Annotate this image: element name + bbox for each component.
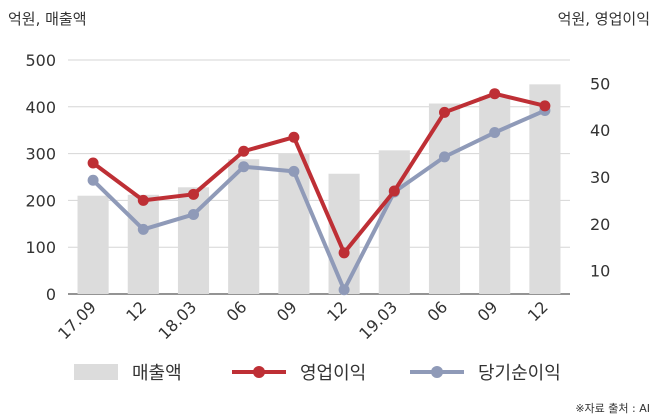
net-income-point [489, 127, 501, 139]
operating-profit-point [87, 157, 99, 169]
x-tick-label: 12 [122, 297, 150, 325]
left-tick-label: 400 [25, 98, 56, 117]
operating-profit-point [489, 88, 501, 100]
left-tick-label: 0 [46, 285, 56, 304]
legend: 매출액 영업이익 당기순이익 [0, 352, 658, 392]
revenue-bar [328, 173, 360, 294]
x-tick-label: 12 [524, 297, 552, 325]
revenue-bar [529, 84, 561, 294]
source-note: ※자료 출처 : AI [575, 402, 650, 415]
net-income-point [137, 223, 149, 235]
right-tick-label: 20 [590, 215, 610, 234]
x-tick-label: 17.09 [54, 297, 100, 343]
legend-label-net-income: 당기순이익 [478, 363, 561, 384]
left-tick-label: 300 [25, 145, 56, 164]
x-tick-label: 09 [474, 297, 502, 325]
x-tick-label: 12 [323, 297, 351, 325]
operating-profit-point [288, 131, 300, 143]
operating-profit-point [238, 145, 250, 157]
operating-profit-point [439, 106, 450, 118]
operating-profit-point [539, 100, 551, 112]
left-tick-label: 500 [25, 51, 56, 70]
revenue-bar [77, 195, 109, 294]
operating-profit-point [137, 194, 149, 206]
legend-swatch-revenue [74, 364, 118, 380]
legend-item-revenue: 매출액 [74, 352, 182, 392]
operating-profit-point [338, 247, 350, 259]
right-tick-label: 10 [590, 262, 610, 281]
net-income-point [238, 161, 250, 173]
net-income-point [288, 165, 300, 177]
right-axis-title: 억원, 영업이익 [557, 10, 650, 28]
revenue-bar [428, 103, 461, 294]
net-income-point [439, 151, 450, 163]
right-tick-label: 30 [590, 168, 610, 187]
legend-swatch-net-income [410, 362, 464, 382]
revenue-bar [127, 194, 159, 294]
legend-item-net-income: 당기순이익 [410, 352, 561, 392]
x-tick-label: 09 [273, 297, 301, 325]
revenue-bar [278, 153, 310, 294]
right-tick-label: 40 [590, 121, 610, 140]
legend-label-operating-profit: 영업이익 [300, 363, 367, 384]
x-tick-label: 18.03 [154, 297, 200, 343]
net-income-line [91, 108, 546, 292]
operating-profit-point [388, 185, 400, 197]
net-income-point [338, 284, 350, 296]
left-tick-label: 100 [25, 238, 56, 257]
right-tick-label: 50 [590, 74, 610, 93]
operating-profit-line [91, 91, 546, 255]
operating-profit-point [188, 188, 199, 200]
legend-item-operating-profit: 영업이익 [232, 352, 366, 392]
legend-label-revenue: 매출액 [132, 363, 182, 384]
left-axis-title: 억원, 매출액 [8, 10, 87, 28]
legend-swatch-operating-profit [232, 362, 286, 382]
left-tick-label: 200 [25, 191, 56, 210]
x-tick-label: 06 [223, 297, 251, 325]
net-income-point [188, 208, 199, 220]
x-tick-label: 19.03 [355, 297, 401, 343]
revenue-bar [228, 159, 260, 294]
net-income-point [87, 174, 99, 186]
x-tick-label: 06 [423, 297, 451, 325]
